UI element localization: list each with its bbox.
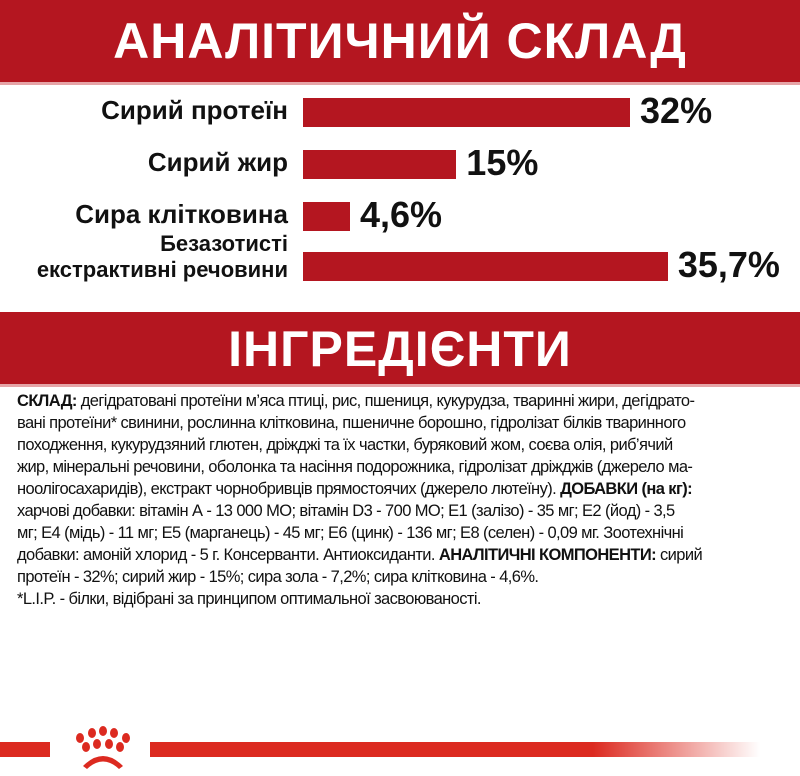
label-fat: Сирий жир bbox=[147, 147, 288, 177]
data-label: 32% bbox=[640, 90, 713, 131]
text-line: ноолігосахаридів), екстракт чорнобривців… bbox=[17, 478, 797, 500]
text-segment: жир, мінеральні речовини, оболонка та на… bbox=[17, 458, 693, 476]
text-segment: протеїн - 32%; сирий жир - 15%; сира зол… bbox=[17, 568, 539, 586]
label-protein: Сирий протеїн bbox=[101, 95, 288, 125]
label-nfe-2: екстрактивні речовини bbox=[36, 257, 288, 282]
crown-icon bbox=[76, 726, 130, 769]
text-line: вані протеїни* свинини, рослинна клітков… bbox=[17, 412, 797, 434]
bar bbox=[303, 98, 631, 127]
data-label: 15% bbox=[466, 142, 539, 183]
analysis-title: АНАЛІТИЧНИЙ СКЛАД bbox=[0, 0, 800, 85]
bar bbox=[303, 202, 350, 231]
label-nfe-1: Безазотисті bbox=[160, 231, 288, 256]
text-line: протеїн - 32%; сирий жир - 15%; сира зол… bbox=[17, 566, 797, 588]
royal-canin-logo bbox=[50, 718, 150, 771]
text-segment: сирий bbox=[656, 546, 703, 564]
data-label: 4,6% bbox=[360, 194, 443, 235]
bold-heading: АНАЛІТИЧНІ КОМПОНЕНТИ: bbox=[438, 546, 657, 564]
text-line: походження, кукурудзяний глютен, дріжджі… bbox=[17, 434, 797, 456]
text-line: *L.I.P. - білки, відібрані за принципом … bbox=[17, 588, 797, 610]
text-line: СКЛАД: дегідратовані протеїни м’яса птиц… bbox=[17, 390, 797, 412]
footer-stripe bbox=[0, 742, 760, 757]
text-line: добавки: амоній хлорид - 5 г. Консервант… bbox=[17, 544, 797, 566]
bold-heading: ДОБАВКИ (на кг): bbox=[560, 480, 693, 498]
text-segment: ноолігосахаридів), екстракт чорнобривців… bbox=[17, 480, 561, 498]
ingredients-text: СКЛАД: дегідратовані протеїни м’яса птиц… bbox=[17, 390, 797, 610]
bar bbox=[303, 252, 668, 281]
text-segment: вані протеїни* свинини, рослинна клітков… bbox=[17, 414, 686, 432]
text-segment: походження, кукурудзяний глютен, дріжджі… bbox=[17, 436, 673, 454]
text-segment: мг; Е4 (мідь) - 11 мг; Е5 (марганець) - … bbox=[17, 524, 684, 542]
label-fiber: Сира клітковина bbox=[75, 199, 288, 229]
bold-heading: СКЛАД: bbox=[17, 392, 77, 410]
text-segment: добавки: амоній хлорид - 5 г. Консервант… bbox=[17, 546, 439, 564]
data-label: 35,7% bbox=[677, 244, 780, 285]
text-line: мг; Е4 (мідь) - 11 мг; Е5 (марганець) - … bbox=[17, 522, 797, 544]
text-line: жир, мінеральні речовини, оболонка та на… bbox=[17, 456, 797, 478]
text-segment: *L.I.P. - білки, відібрані за принципом … bbox=[17, 590, 482, 608]
text-segment: дегідратовані протеїни м’яса птиці, рис,… bbox=[76, 392, 695, 410]
text-segment: харчові добавки: вітамін А - 13 000 МО; … bbox=[17, 502, 675, 520]
text-line: харчові добавки: вітамін А - 13 000 МО; … bbox=[17, 500, 797, 522]
bar bbox=[303, 150, 457, 179]
ingredients-title: ІНГРЕДІЄНТИ bbox=[0, 312, 800, 387]
